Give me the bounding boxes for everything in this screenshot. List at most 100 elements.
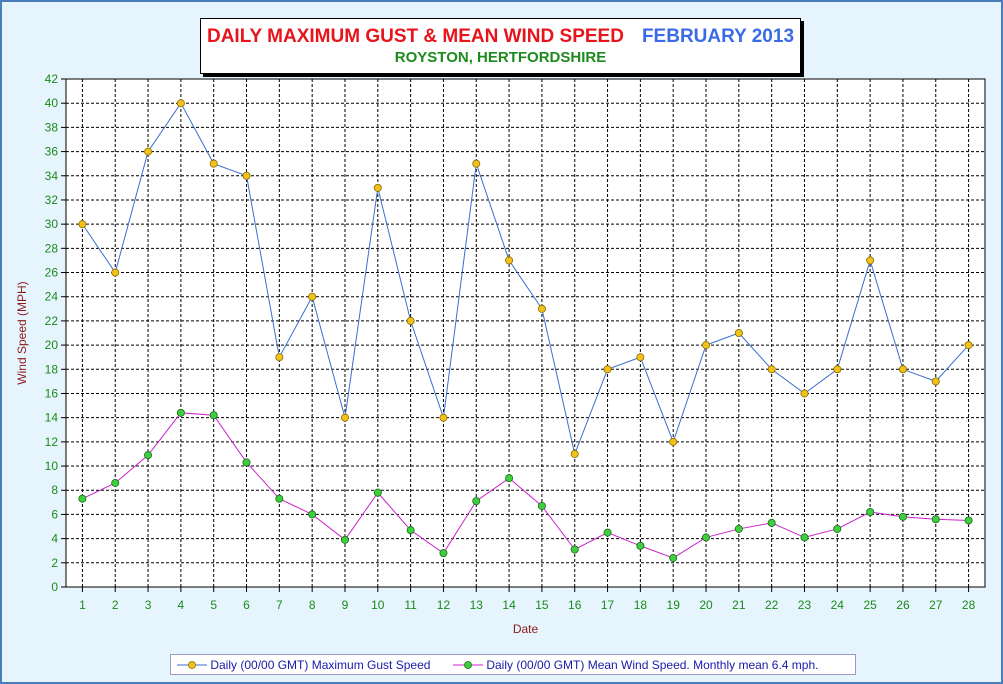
series-line-mean — [82, 412, 969, 559]
data-point-mean — [570, 545, 579, 554]
y-tick-label: 6 — [51, 507, 58, 521]
legend-gust-swatch — [177, 660, 207, 669]
legend-item-gust: Daily (00/00 GMT) Maximum Gust Speed — [177, 657, 430, 672]
x-tick-label: 19 — [667, 598, 681, 612]
series-line-gust — [81, 102, 969, 456]
y-tick-label: 34 — [45, 169, 59, 183]
data-point-gust — [636, 353, 645, 362]
data-point-mean — [111, 478, 120, 487]
data-point-mean — [603, 528, 612, 537]
y-tick-label: 0 — [51, 580, 58, 594]
plot-border — [65, 78, 986, 588]
x-tick-label: 10 — [371, 598, 385, 612]
y-tick-label: 22 — [45, 314, 59, 328]
data-point-mean — [275, 494, 284, 503]
y-tick-label: 42 — [45, 72, 59, 86]
data-point-mean — [308, 510, 317, 519]
data-point-gust — [308, 292, 317, 301]
data-point-gust — [603, 365, 612, 374]
y-tick-label: 20 — [45, 338, 59, 352]
y-axis-title: Wind Speed (MPH) — [15, 281, 29, 384]
data-point-mean — [439, 549, 448, 558]
data-point-gust — [111, 268, 120, 277]
x-tick-label: 27 — [929, 598, 943, 612]
legend-item-mean: Daily (00/00 GMT) Mean Wind Speed. Month… — [453, 657, 819, 672]
x-tick-label: 11 — [404, 598, 417, 612]
data-point-mean — [898, 512, 907, 521]
x-tick-label: 24 — [831, 598, 845, 612]
y-tick-label: 24 — [45, 290, 59, 304]
data-point-mean — [669, 553, 678, 562]
data-point-mean — [734, 524, 743, 533]
x-tick-label: 3 — [145, 598, 152, 612]
data-point-gust — [176, 99, 185, 108]
legend-mean-swatch — [453, 660, 483, 669]
x-tick-label: 2 — [112, 598, 119, 612]
x-tick-label: 1 — [79, 598, 86, 612]
x-tick-label: 14 — [502, 598, 516, 612]
title-box: DAILY MAXIMUM GUST & MEAN WIND SPEED FEBR… — [200, 18, 801, 74]
data-point-gust — [702, 341, 711, 350]
legend-gust-label: Daily (00/00 GMT) Maximum Gust Speed — [210, 657, 431, 672]
data-point-gust — [242, 171, 251, 180]
data-point-gust — [505, 256, 514, 265]
x-tick-label: 23 — [798, 598, 812, 612]
x-tick-label: 26 — [896, 598, 910, 612]
x-tick-label: 12 — [437, 598, 451, 612]
legend-mean-label: Daily (00/00 GMT) Mean Wind Speed. Month… — [486, 657, 819, 672]
y-tick-label: 12 — [45, 435, 59, 449]
data-point-mean — [373, 488, 382, 497]
data-point-gust — [570, 449, 579, 458]
data-point-gust — [275, 353, 284, 362]
data-point-mean — [833, 524, 842, 533]
data-point-mean — [340, 535, 349, 544]
x-axis-title: Date — [513, 622, 539, 636]
data-point-mean — [144, 451, 153, 460]
x-tick-label: 22 — [765, 598, 779, 612]
y-tick-label: 38 — [45, 120, 59, 134]
chart-subtitle: ROYSTON, HERTFORDSHIRE — [394, 49, 607, 66]
y-tick-label: 4 — [51, 532, 58, 546]
x-tick-label: 16 — [568, 598, 582, 612]
x-tick-label: 25 — [863, 598, 877, 612]
data-point-mean — [406, 526, 415, 535]
data-point-mean — [767, 518, 776, 527]
x-tick-label: 4 — [178, 598, 185, 612]
y-tick-label: 28 — [45, 241, 59, 255]
data-point-gust — [373, 183, 382, 192]
data-point-gust — [931, 377, 940, 386]
x-tick-label: 21 — [732, 598, 746, 612]
data-point-gust — [472, 159, 481, 168]
y-tick-label: 40 — [45, 96, 59, 110]
data-point-mean — [176, 408, 185, 417]
x-tick-label: 17 — [601, 598, 615, 612]
x-tick-label: 18 — [634, 598, 648, 612]
x-tick-label: 5 — [210, 598, 217, 612]
x-tick-label: 9 — [342, 598, 349, 612]
data-point-gust — [439, 413, 448, 422]
x-tick-label: 6 — [243, 598, 250, 612]
data-point-gust — [767, 365, 776, 374]
data-point-gust — [537, 304, 546, 313]
chart-title: DAILY MAXIMUM GUST & MEAN WIND SPEED — [206, 26, 624, 47]
data-point-gust — [669, 437, 678, 446]
data-point-mean — [866, 508, 875, 517]
title-line: DAILY MAXIMUM GUST & MEAN WIND SPEED FEBR… — [201, 26, 800, 48]
data-point-gust — [964, 341, 973, 350]
data-point-mean — [505, 474, 514, 483]
data-point-mean — [242, 458, 251, 467]
data-point-gust — [866, 256, 875, 265]
data-point-mean — [472, 497, 481, 506]
data-point-gust — [833, 365, 842, 374]
data-point-mean — [209, 411, 218, 420]
y-tick-label: 32 — [45, 193, 59, 207]
data-point-gust — [209, 159, 218, 168]
data-point-mean — [800, 533, 809, 542]
x-tick-label: 15 — [535, 598, 549, 612]
data-point-gust — [406, 316, 415, 325]
x-tick-label: 20 — [699, 598, 713, 612]
y-tick-label: 36 — [45, 145, 59, 159]
data-point-gust — [734, 328, 743, 337]
x-tick-label: 13 — [470, 598, 484, 612]
